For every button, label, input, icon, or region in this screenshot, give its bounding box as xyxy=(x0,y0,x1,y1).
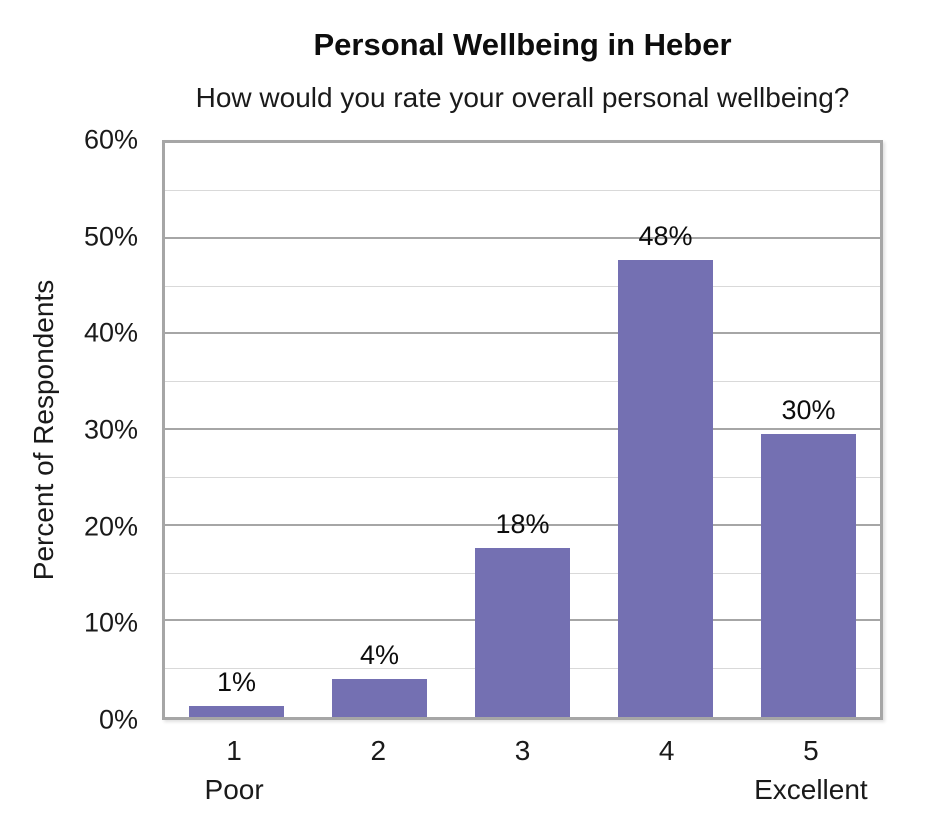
x-axis-tick-labels: 1 Poor 2 3 4 5 Excellent xyxy=(162,723,883,833)
x-tick-label: 1 xyxy=(226,735,242,766)
gridline-minor xyxy=(165,189,880,191)
x-tick-label: 2 xyxy=(370,735,387,766)
y-tick-label: 60% xyxy=(83,124,138,155)
bar-value-label: 30% xyxy=(781,394,836,425)
x-tick-label: 3 xyxy=(514,735,531,766)
y-tick-label: 10% xyxy=(83,607,138,638)
bar-value-label: 48% xyxy=(638,220,693,251)
chart-title: Personal Wellbeing in Heber xyxy=(313,27,732,62)
plot-area: 1% 4% 18% 48% 30% xyxy=(162,140,883,720)
x-tick-label: 5 xyxy=(803,735,819,766)
gridline-major xyxy=(165,332,880,335)
bar-value-label: 1% xyxy=(216,666,257,697)
bar-category-3 xyxy=(475,547,570,717)
gridline-major xyxy=(165,428,880,430)
y-tick-label: 50% xyxy=(83,221,138,252)
y-tick-label: 30% xyxy=(83,414,138,445)
y-tick-label: 0% xyxy=(98,704,138,735)
gridline-major xyxy=(165,236,880,239)
bar-category-4 xyxy=(618,259,713,717)
gridline-minor xyxy=(165,381,880,383)
y-tick-label: 20% xyxy=(83,511,138,542)
bar-category-5 xyxy=(761,433,856,717)
y-tick-label: 40% xyxy=(83,317,138,348)
x-tick-label: 4 xyxy=(658,735,675,766)
chart-subtitle: How would you rate your overall personal… xyxy=(195,82,850,113)
x-axis-anchor-label: Poor xyxy=(204,774,264,805)
bar-value-label: 18% xyxy=(495,508,550,539)
bar-category-2 xyxy=(332,678,427,717)
bar-value-label: 4% xyxy=(359,639,400,670)
gridline-minor xyxy=(165,285,880,287)
bar-category-1 xyxy=(189,705,284,717)
y-axis-tick-labels: 0% 10% 20% 30% 40% 50% 60% xyxy=(0,125,138,735)
x-axis-anchor-label: Excellent xyxy=(754,774,868,805)
